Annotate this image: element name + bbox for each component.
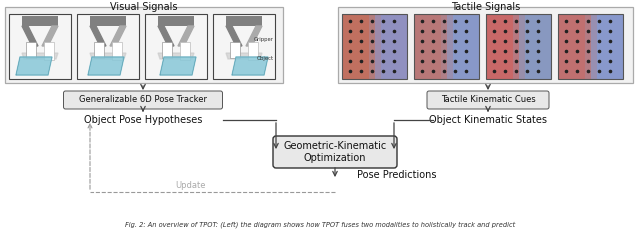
Text: Geometric-Kinematic
Optimization: Geometric-Kinematic Optimization (284, 141, 387, 163)
Polygon shape (90, 26, 106, 46)
FancyBboxPatch shape (94, 42, 104, 58)
Polygon shape (246, 26, 262, 46)
Text: Pose Predictions: Pose Predictions (357, 170, 436, 180)
FancyBboxPatch shape (90, 16, 126, 26)
Text: Object: Object (257, 56, 274, 61)
Text: Update: Update (175, 180, 205, 190)
FancyBboxPatch shape (427, 91, 549, 109)
FancyBboxPatch shape (145, 14, 207, 79)
FancyBboxPatch shape (369, 14, 381, 79)
FancyBboxPatch shape (447, 14, 479, 79)
FancyBboxPatch shape (440, 14, 452, 79)
FancyBboxPatch shape (213, 14, 275, 79)
Text: Fig. 2: An overview of TPOT: (Left) the diagram shows how TPOT fuses two modalit: Fig. 2: An overview of TPOT: (Left) the … (125, 221, 515, 228)
FancyBboxPatch shape (226, 16, 262, 26)
Polygon shape (226, 26, 242, 46)
FancyBboxPatch shape (26, 42, 36, 58)
Polygon shape (90, 53, 126, 59)
Polygon shape (226, 53, 262, 59)
Polygon shape (158, 53, 194, 59)
Polygon shape (178, 26, 194, 46)
Text: Gripper: Gripper (254, 37, 274, 42)
FancyBboxPatch shape (248, 42, 258, 60)
Polygon shape (16, 57, 52, 75)
Text: Tactile Kinematic Cues: Tactile Kinematic Cues (440, 95, 536, 105)
FancyBboxPatch shape (513, 14, 525, 79)
FancyBboxPatch shape (44, 42, 54, 60)
FancyBboxPatch shape (180, 42, 190, 60)
Polygon shape (22, 53, 58, 59)
FancyBboxPatch shape (112, 42, 122, 60)
FancyBboxPatch shape (518, 14, 551, 79)
Polygon shape (158, 26, 174, 46)
FancyBboxPatch shape (374, 14, 407, 79)
Polygon shape (42, 26, 58, 46)
Text: Object Pose Hypotheses: Object Pose Hypotheses (84, 115, 202, 125)
FancyBboxPatch shape (414, 14, 447, 79)
FancyBboxPatch shape (5, 7, 283, 83)
Text: Tactile Signals: Tactile Signals (451, 2, 520, 12)
Text: Object Kinematic States: Object Kinematic States (429, 115, 547, 125)
FancyBboxPatch shape (273, 136, 397, 168)
FancyBboxPatch shape (558, 14, 591, 79)
Polygon shape (110, 26, 126, 46)
Polygon shape (160, 57, 196, 75)
Polygon shape (232, 57, 268, 75)
FancyBboxPatch shape (158, 16, 194, 26)
FancyBboxPatch shape (22, 16, 58, 26)
FancyBboxPatch shape (162, 42, 172, 58)
FancyBboxPatch shape (342, 14, 374, 79)
Polygon shape (88, 57, 124, 75)
FancyBboxPatch shape (591, 14, 623, 79)
FancyBboxPatch shape (486, 14, 518, 79)
Polygon shape (22, 26, 38, 46)
Text: Generalizable 6D Pose Tracker: Generalizable 6D Pose Tracker (79, 95, 207, 105)
FancyBboxPatch shape (63, 91, 223, 109)
FancyBboxPatch shape (338, 7, 633, 83)
FancyBboxPatch shape (9, 14, 71, 79)
FancyBboxPatch shape (77, 14, 139, 79)
FancyBboxPatch shape (230, 42, 240, 58)
Text: Visual Signals: Visual Signals (110, 2, 178, 12)
FancyBboxPatch shape (584, 14, 596, 79)
